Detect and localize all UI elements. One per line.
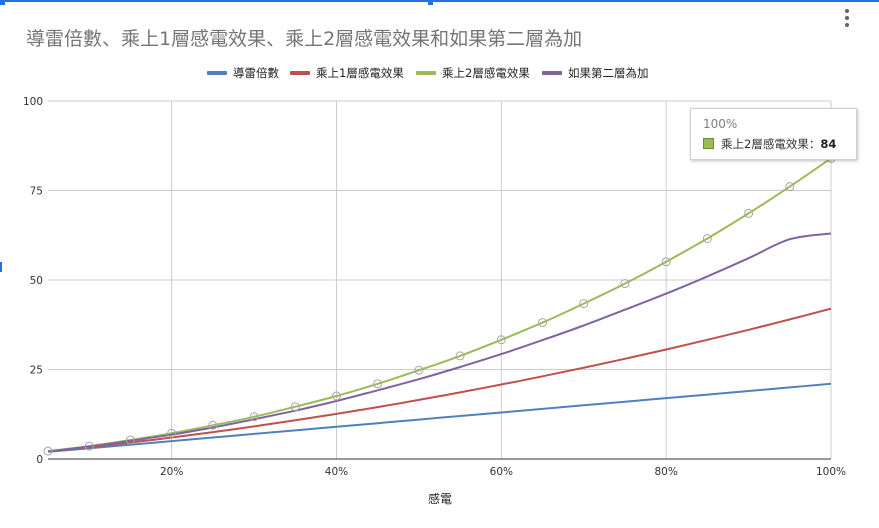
series-3-point[interactable]: [167, 428, 177, 438]
series-line-1[interactable]: [47, 382, 832, 453]
tooltip-swatch: [703, 138, 714, 149]
series-3-point[interactable]: [702, 234, 712, 243]
legend-label-series-3: 乘上2層感電效果: [442, 66, 530, 80]
series-3-point[interactable]: [579, 299, 589, 309]
series-3-point[interactable]: [744, 208, 754, 218]
resize-handle-top-left[interactable]: [0, 0, 5, 5]
series-3-point[interactable]: [84, 441, 94, 451]
tooltip-series-name: 乘上2層感電效果: [721, 137, 809, 151]
x-tick-label: 100%: [816, 466, 846, 478]
resize-handle-left[interactable]: [0, 262, 2, 272]
legend-label-series-2: 乘上1層感電效果: [316, 66, 404, 80]
chart-title: 導雷倍數、乘上1層感電效果、乘上2層感電效果和如果第二層為加: [26, 28, 583, 50]
series-line-3[interactable]: [47, 157, 832, 453]
y-tick-label: 100: [23, 96, 43, 108]
legend-swatch-series-1: [207, 71, 227, 75]
series-3-point[interactable]: [785, 182, 795, 192]
series-3-point[interactable]: [661, 257, 671, 267]
chart-selection-frame: [0, 0, 879, 2]
legend-label-series-1: 導雷倍數: [233, 66, 279, 80]
y-tick-label: 50: [30, 275, 43, 287]
x-tick-label: 40%: [325, 466, 348, 478]
legend-item-series-1[interactable]: 導雷倍數: [207, 64, 279, 82]
series-lines: [47, 157, 832, 453]
series-3-point[interactable]: [414, 365, 424, 375]
tooltip-separator: ：: [808, 137, 821, 151]
series-3-point[interactable]: [249, 412, 259, 422]
legend-item-series-2[interactable]: 乘上1層感電效果: [290, 64, 404, 82]
y-tick-label: 0: [36, 454, 43, 466]
series-line-2[interactable]: [47, 307, 832, 453]
series-markers: [43, 153, 836, 456]
legend-swatch-series-4: [542, 71, 562, 75]
y-tick-label: 25: [30, 365, 43, 377]
series-3-point[interactable]: [496, 335, 506, 345]
tooltip-line: 乘上2層感電效果：84: [721, 136, 836, 152]
x-tick-label: 80%: [654, 466, 677, 478]
legend-item-series-3[interactable]: 乘上2層感電效果: [416, 64, 530, 82]
data-tooltip: 100% 乘上2層感電效果：84: [690, 108, 857, 160]
y-tick-label: 75: [30, 186, 43, 198]
series-3-point[interactable]: [43, 446, 53, 456]
legend-label-series-4: 如果第二層為加: [568, 66, 649, 80]
resize-handle-top[interactable]: [428, 0, 433, 5]
series-3-point[interactable]: [373, 379, 383, 389]
chart-legend: 導雷倍數 乘上1層感電效果 乘上2層感電效果 如果第二層為加: [0, 64, 879, 82]
x-axis-label: 感電: [428, 491, 452, 506]
tick-labels: 0 25 50 75 100 20% 40% 60% 80% 100%: [23, 96, 846, 478]
tooltip-value: 84: [820, 137, 837, 151]
more-options-icon[interactable]: [843, 9, 851, 31]
series-3-point[interactable]: [208, 420, 218, 430]
series-3-point[interactable]: [620, 279, 630, 289]
series-3-point[interactable]: [332, 391, 341, 401]
x-tick-label: 20%: [160, 466, 183, 478]
series-3-point[interactable]: [538, 318, 547, 328]
series-3-point[interactable]: [125, 435, 135, 445]
tooltip-title: 100%: [703, 117, 738, 131]
series-3-point[interactable]: [455, 351, 465, 361]
x-tick-label: 60%: [490, 466, 513, 478]
legend-swatch-series-2: [290, 71, 310, 75]
legend-swatch-series-3: [416, 71, 436, 75]
legend-item-series-4[interactable]: 如果第二層為加: [542, 64, 649, 82]
series-3-point[interactable]: [290, 402, 300, 412]
